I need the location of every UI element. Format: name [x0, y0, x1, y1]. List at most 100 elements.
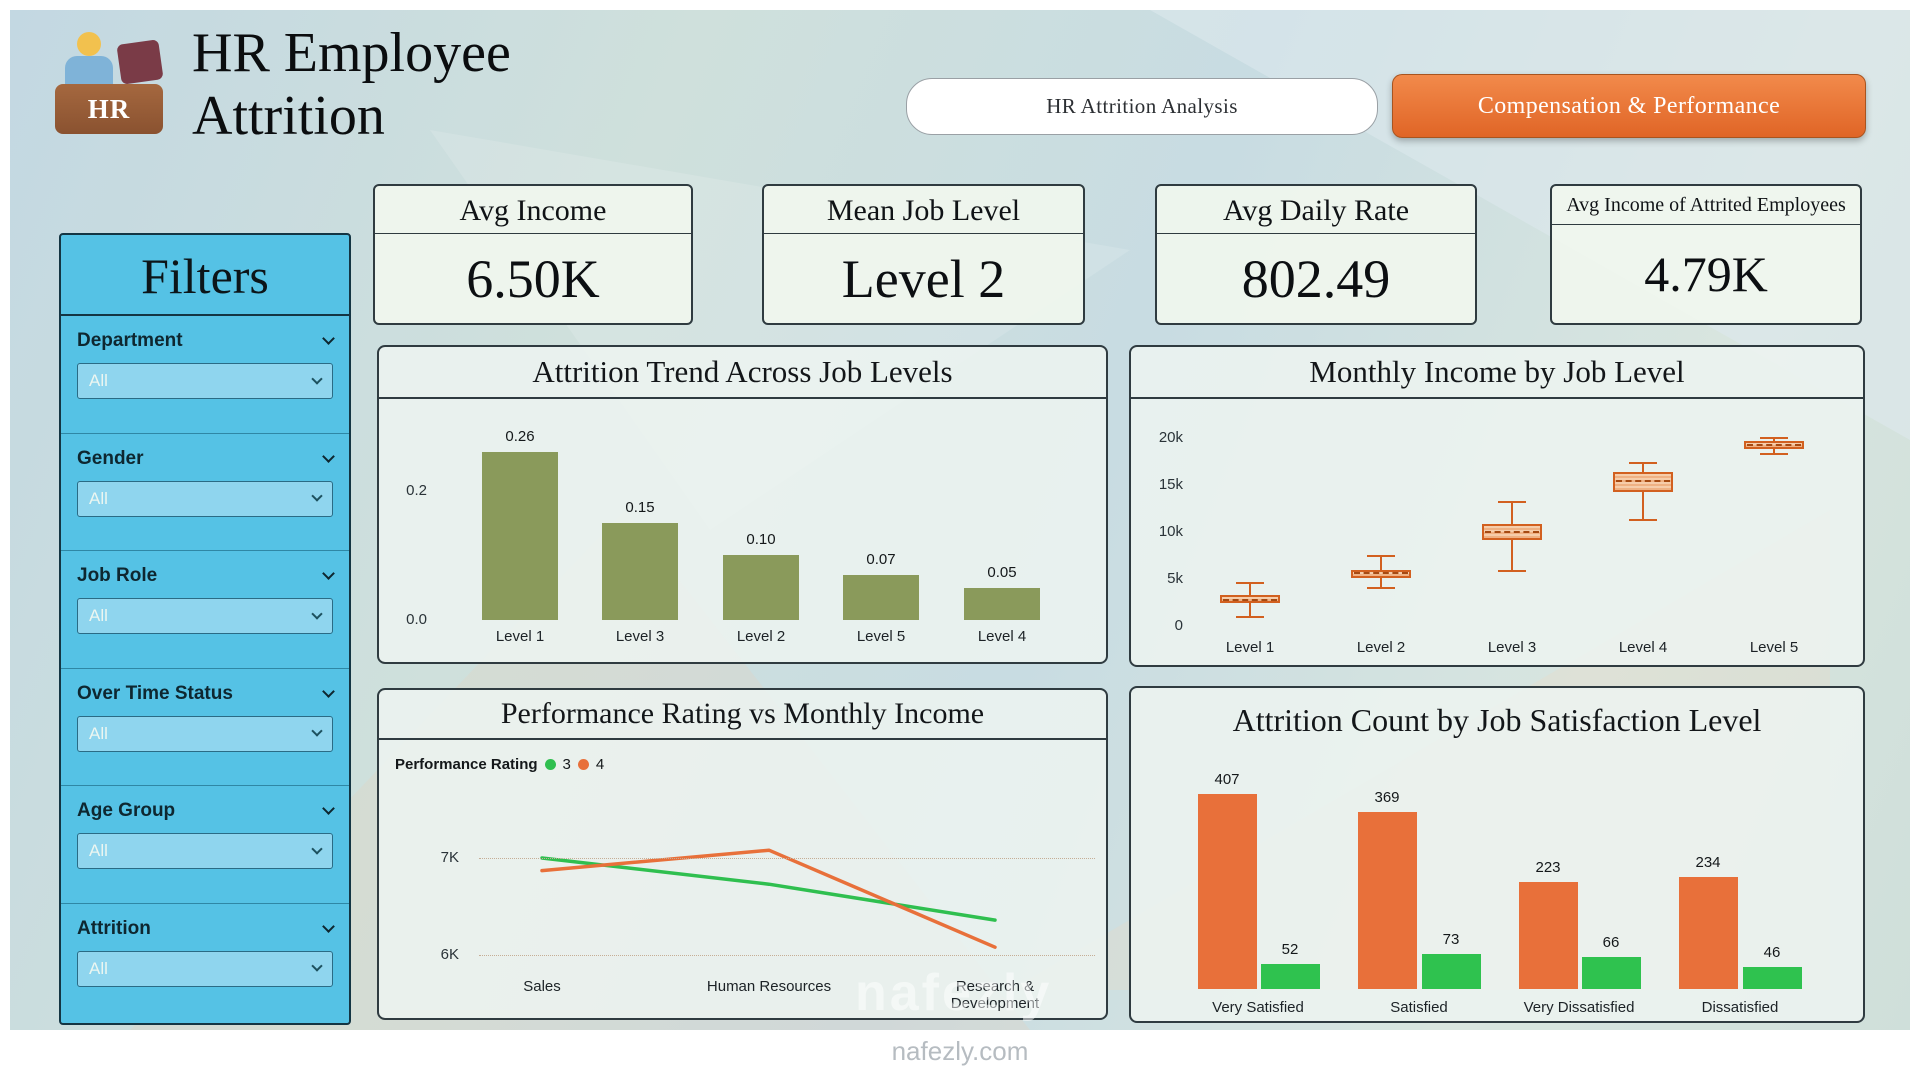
trend-bar[interactable]: [602, 523, 678, 620]
income-category-label: Level 1: [1225, 639, 1275, 656]
chevron-down-icon[interactable]: [322, 449, 335, 463]
filter-group-department: Department All: [61, 316, 349, 434]
gridline: [479, 858, 1095, 859]
trend-bar[interactable]: [723, 555, 799, 620]
filter-header[interactable]: Over Time Status: [77, 683, 335, 705]
filter-header[interactable]: Job Role: [77, 565, 335, 587]
kpi-label: Mean Job Level: [764, 186, 1083, 234]
kpi-label: Avg Daily Rate: [1157, 186, 1475, 234]
filter-dropdown-department[interactable]: All: [77, 363, 333, 399]
filters-title: Filters: [61, 235, 349, 316]
filter-header[interactable]: Gender: [77, 447, 335, 470]
chart-attrition-count-by-satisfaction: Attrition Count by Job Satisfaction Leve…: [1129, 686, 1865, 1023]
count-bar[interactable]: [1197, 794, 1257, 989]
box-whisker-cap: [1236, 581, 1264, 584]
legend-title: Performance Rating: [395, 756, 538, 773]
kpi-value: Level 2: [841, 248, 1006, 309]
count-bar[interactable]: [1260, 964, 1320, 989]
count-bar-value: 52: [1281, 941, 1299, 958]
chevron-down-icon: [311, 372, 323, 385]
filter-dropdown-gender[interactable]: All: [77, 480, 333, 517]
chevron-down-icon: [311, 725, 323, 737]
count-bar-value: 369: [1374, 789, 1400, 806]
chart-title: Attrition Count by Job Satisfaction Leve…: [1232, 702, 1762, 738]
chevron-down-icon[interactable]: [322, 332, 335, 345]
box-median-line: [1485, 531, 1539, 533]
filter-group-age-group: Age Group All: [61, 786, 349, 904]
filter-value: All: [89, 958, 108, 978]
chevron-down-icon[interactable]: [322, 920, 335, 933]
kpi-avg-daily-rate: Avg Daily Rate 802.49: [1155, 184, 1477, 325]
filter-value: All: [89, 488, 108, 508]
count-bar[interactable]: [1581, 957, 1641, 989]
count-bar[interactable]: [1518, 882, 1578, 989]
box-whisker-cap: [1367, 555, 1395, 558]
count-bar-value: 407: [1214, 771, 1240, 788]
filter-header[interactable]: Age Group: [77, 800, 335, 822]
filter-label: Gender: [77, 447, 144, 469]
logo-text: HR: [87, 93, 131, 124]
count-bar[interactable]: [1678, 877, 1738, 989]
filter-group-job-role: Job Role All: [61, 551, 349, 669]
chevron-down-icon: [311, 843, 323, 855]
tab-compensation-performance[interactable]: Compensation & Performance: [1392, 74, 1866, 138]
kpi-value: 6.50K: [466, 248, 600, 309]
box-whisker-cap: [1760, 452, 1788, 455]
filter-label: Job Role: [77, 565, 158, 587]
trend-bar[interactable]: [843, 575, 919, 620]
y-axis-tick: 6K: [440, 946, 459, 963]
hr-desk-icon: HR: [55, 84, 163, 134]
chevron-down-icon[interactable]: [322, 684, 335, 698]
box-median-line: [1616, 480, 1670, 483]
box-median-line: [1223, 598, 1277, 601]
kpi-avg-income: Avg Income 6.50K: [373, 184, 693, 325]
count-bar-value: 66: [1602, 934, 1620, 951]
legend-series-label: 3: [562, 756, 571, 773]
trend-bar[interactable]: [964, 588, 1040, 620]
legend-dot-green: [544, 759, 556, 770]
kpi-value: 4.79K: [1644, 246, 1768, 302]
kpi-label: Avg Income of Attrited Employees: [1552, 186, 1860, 225]
filter-dropdown-age-group[interactable]: All: [77, 833, 333, 870]
trend-category-label: Level 5: [856, 628, 906, 645]
trend-bar[interactable]: [482, 452, 558, 620]
filter-dropdown-job-role[interactable]: All: [77, 598, 333, 635]
trend-bar-value: 0.26: [505, 428, 535, 445]
filter-group-attrition: Attrition All: [61, 904, 349, 1022]
perf-line-4[interactable]: [540, 848, 997, 949]
filter-value: All: [89, 723, 108, 743]
perf-category-label: Research & Development: [950, 978, 1040, 1013]
box-whisker-cap: [1236, 615, 1264, 618]
count-bar[interactable]: [1357, 812, 1417, 989]
count-bar[interactable]: [1421, 954, 1481, 989]
kpi-value: 802.49: [1241, 248, 1391, 309]
filter-label: Age Group: [77, 800, 176, 822]
filter-dropdown-over-time[interactable]: All: [77, 715, 333, 752]
perf-line-3[interactable]: [540, 856, 997, 922]
chevron-down-icon: [311, 960, 323, 973]
chevron-down-icon[interactable]: [322, 802, 335, 816]
chart-attrition-trend: Attrition Trend Across Job Levels 0.2 0.0…: [377, 345, 1108, 664]
box-median-line: [1354, 572, 1408, 575]
filter-dropdown-attrition[interactable]: All: [77, 950, 333, 987]
income-category-label: Level 4: [1618, 639, 1668, 656]
line-chart-svg: [540, 848, 997, 949]
trend-bar-value: 0.10: [746, 531, 776, 548]
kpi-mean-job-level: Mean Job Level Level 2: [762, 184, 1085, 325]
box-whisker-cap: [1498, 500, 1526, 503]
count-bar[interactable]: [1742, 967, 1802, 989]
chevron-down-icon[interactable]: [322, 567, 335, 581]
person-icon: [77, 32, 101, 56]
trend-bar-value: 0.15: [625, 499, 655, 516]
chart-plot-area: Performance Rating 3 4 7K 6K Sales Human Re…: [379, 740, 1106, 1018]
filter-group-over-time: Over Time Status All: [61, 669, 349, 787]
filter-header[interactable]: Attrition: [77, 918, 335, 940]
tab-hr-attrition-analysis[interactable]: HR Attrition Analysis: [906, 78, 1378, 135]
kpi-label: Avg Income: [375, 186, 691, 234]
chair-icon: [116, 39, 164, 85]
trend-category-label: Level 3: [615, 628, 665, 645]
income-category-label: Level 5: [1749, 639, 1799, 656]
person-icon: [65, 56, 113, 86]
filter-header[interactable]: Department: [77, 330, 335, 352]
